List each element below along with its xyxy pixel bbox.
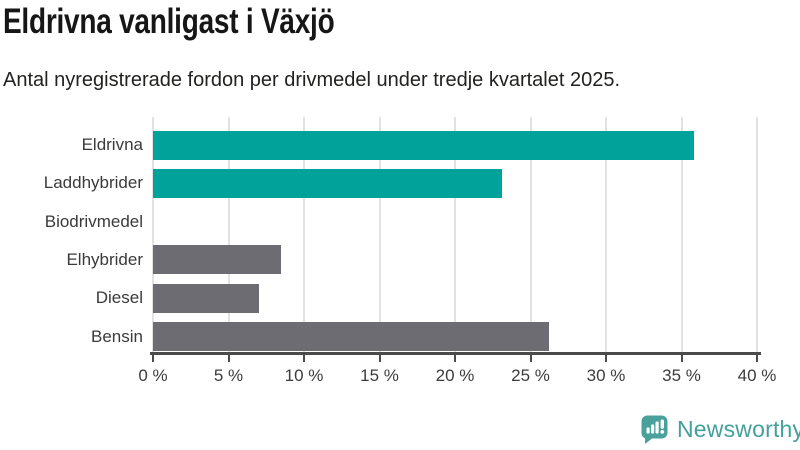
bar-track: [153, 130, 757, 160]
gridline: [303, 117, 305, 353]
x-tick-label: 35 %: [662, 366, 701, 385]
x-tick-mark: [756, 355, 758, 362]
x-tick-label: 10 %: [284, 366, 324, 385]
x-tick-label: 15 %: [360, 366, 399, 385]
chart-title: Eldrivna vanligast i Växjö: [3, 2, 335, 41]
bar-bensin: [153, 322, 549, 352]
newsworthy-icon: [641, 415, 668, 444]
gridline: [152, 117, 154, 353]
x-tick-mark: [680, 355, 683, 362]
gridline: [605, 117, 607, 353]
x-tick-mark: [303, 355, 305, 362]
x-tick-mark: [227, 355, 230, 362]
x-tick-label: 5 %: [213, 366, 244, 385]
x-tick-mark: [529, 355, 532, 362]
category-label: Elhybrider: [66, 250, 143, 270]
gridline: [227, 117, 230, 353]
bar-row: Laddhybrider: [0, 164, 800, 202]
bar-chart: Eldrivna Laddhybrider Biodrivmedel Elhybrid…: [0, 117, 800, 385]
bar-track: [153, 168, 757, 198]
bar-elhybrider: [153, 245, 282, 275]
bar-track: [153, 322, 757, 352]
x-tick-mark: [152, 355, 154, 362]
x-tick-label: 30 %: [586, 366, 626, 385]
category-label: Eldrivna: [81, 135, 143, 155]
gridline: [378, 117, 381, 353]
bar-diesel: [153, 283, 259, 313]
bar-track: [153, 207, 757, 236]
newsworthy-logo: Newsworthy: [641, 415, 800, 444]
x-tick-label: 40 %: [737, 366, 777, 385]
bar-row: Biodrivmedel: [0, 203, 800, 241]
category-label: Diesel: [95, 288, 143, 308]
bar-track: [153, 245, 757, 275]
bar-laddhybrider: [153, 168, 502, 198]
gridline: [454, 117, 456, 353]
gridline: [680, 117, 683, 353]
bar-row: Eldrivna: [0, 126, 800, 164]
category-label: Biodrivmedel: [44, 211, 143, 231]
bar-row: Elhybrider: [0, 241, 800, 279]
x-tick-label: 20 %: [435, 366, 475, 385]
newsworthy-logo-text: Newsworthy: [677, 416, 800, 442]
x-axis-line: [150, 352, 761, 355]
x-tick-label: 0 %: [138, 366, 168, 385]
gridline: [756, 117, 758, 353]
x-tick-mark: [605, 355, 607, 362]
category-label: Laddhybrider: [43, 173, 143, 193]
chart-subtitle: Antal nyregistrerade fordon per drivmede…: [3, 69, 621, 91]
bar-rows: Eldrivna Laddhybrider Biodrivmedel Elhybrid…: [0, 126, 800, 356]
gridlines: [152, 117, 758, 353]
category-label: Bensin: [91, 326, 143, 346]
bar-eldrivna: [153, 130, 694, 160]
x-tick-mark: [378, 355, 381, 362]
x-tick-label: 25 %: [511, 366, 550, 385]
bar-track: [153, 283, 757, 313]
bar-row: Bensin: [0, 317, 800, 355]
gridline: [529, 117, 532, 353]
bar-row: Diesel: [0, 279, 800, 317]
x-tick-mark: [454, 355, 456, 362]
